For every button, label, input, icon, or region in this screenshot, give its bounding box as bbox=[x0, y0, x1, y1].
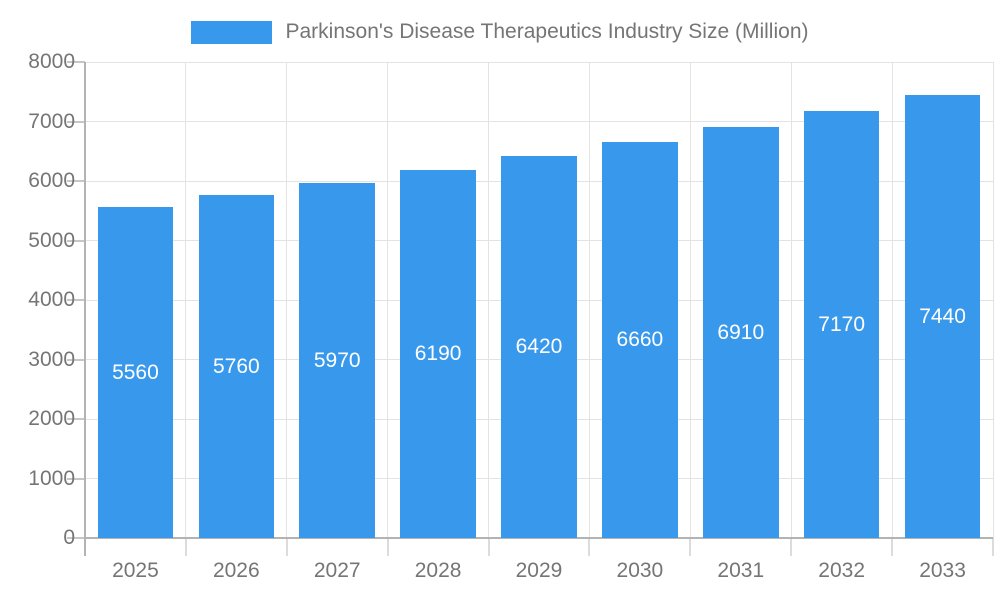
y-axis-label: 0 bbox=[63, 526, 75, 549]
gridline-vertical bbox=[488, 62, 490, 538]
y-axis-tick bbox=[67, 120, 85, 123]
y-axis-tick bbox=[67, 61, 85, 63]
y-axis-tick bbox=[67, 239, 85, 242]
bar-value-label: 6420 bbox=[515, 335, 563, 359]
legend-swatch bbox=[191, 20, 273, 44]
bar[interactable]: 5560 bbox=[97, 207, 174, 538]
y-axis-label: 6000 bbox=[28, 169, 75, 192]
bar-value-label: 5760 bbox=[212, 355, 260, 379]
bar-value-label: 6910 bbox=[717, 320, 765, 344]
bar[interactable]: 6660 bbox=[602, 141, 678, 538]
gridline-vertical bbox=[185, 62, 187, 538]
x-axis-label: 2033 bbox=[919, 559, 966, 582]
bar[interactable]: 5760 bbox=[198, 195, 275, 538]
x-axis-tick bbox=[285, 538, 288, 556]
x-axis-tick bbox=[588, 538, 591, 556]
x-axis-label: 2027 bbox=[313, 559, 361, 582]
gridline-vertical bbox=[790, 62, 792, 538]
y-axis-tick bbox=[67, 418, 85, 420]
x-axis-tick bbox=[386, 538, 389, 556]
legend-item[interactable]: Parkinson's Disease Therapeutics Industr… bbox=[0, 20, 1000, 44]
y-axis-tick bbox=[67, 180, 85, 182]
x-axis-tick bbox=[790, 538, 793, 556]
bar-value-label: 7170 bbox=[818, 313, 866, 337]
x-axis-label: 2031 bbox=[717, 559, 765, 582]
x-axis-tick bbox=[184, 538, 187, 556]
bar[interactable]: 6420 bbox=[501, 156, 577, 538]
bar[interactable]: 7170 bbox=[803, 111, 880, 538]
bar-value-label: 5560 bbox=[112, 361, 159, 385]
y-axis-label: 8000 bbox=[28, 50, 75, 73]
x-axis-label: 2032 bbox=[818, 559, 866, 582]
y-axis-label: 2000 bbox=[28, 407, 75, 430]
y-axis-tick bbox=[67, 537, 85, 539]
gridline-vertical bbox=[286, 62, 288, 538]
bar[interactable]: 7440 bbox=[904, 95, 981, 538]
x-axis-tick bbox=[487, 538, 490, 556]
x-axis-tick bbox=[689, 538, 692, 556]
y-axis-label: 1000 bbox=[28, 466, 75, 490]
y-axis-line bbox=[84, 62, 86, 556]
gridline-vertical bbox=[891, 62, 893, 538]
x-axis-line bbox=[85, 537, 993, 539]
gridline-horizontal bbox=[85, 121, 993, 122]
bar[interactable]: 6190 bbox=[400, 169, 476, 538]
x-axis-tick bbox=[992, 538, 994, 556]
x-axis-tick bbox=[891, 538, 894, 556]
bar[interactable]: 6910 bbox=[702, 126, 779, 538]
y-axis-label: 5000 bbox=[28, 228, 75, 252]
bar-value-label: 6660 bbox=[616, 328, 664, 352]
x-axis-label: 2029 bbox=[515, 559, 563, 582]
x-axis-label: 2026 bbox=[212, 559, 260, 582]
x-axis-label: 2030 bbox=[616, 559, 664, 582]
y-axis-label: 3000 bbox=[28, 347, 75, 371]
gridline-vertical bbox=[588, 62, 590, 538]
bar-value-label: 5970 bbox=[313, 348, 361, 372]
bar[interactable]: 5970 bbox=[299, 182, 376, 538]
y-axis-label: 4000 bbox=[28, 288, 75, 311]
gridline-vertical bbox=[387, 62, 389, 538]
gridline-vertical bbox=[992, 62, 994, 538]
x-axis-label: 2028 bbox=[414, 559, 462, 582]
gridline-vertical bbox=[689, 62, 691, 538]
y-axis-tick bbox=[67, 299, 85, 301]
y-axis-tick bbox=[67, 358, 85, 361]
bar-value-label: 6190 bbox=[414, 342, 462, 366]
y-axis-tick bbox=[67, 477, 85, 480]
x-axis-label: 2025 bbox=[112, 559, 159, 582]
legend-label: Parkinson's Disease Therapeutics Industr… bbox=[285, 20, 809, 43]
bar-value-label: 7440 bbox=[919, 305, 966, 329]
y-axis-label: 7000 bbox=[28, 109, 75, 133]
gridline-horizontal bbox=[85, 61, 993, 63]
